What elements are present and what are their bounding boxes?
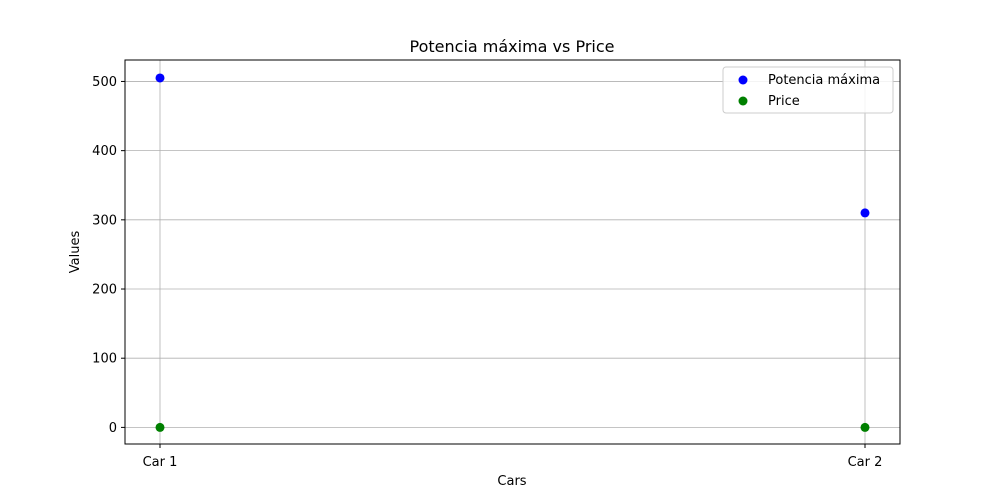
x-axis-label: Cars: [497, 474, 526, 489]
legend: Potencia máxima Price: [722, 66, 894, 114]
legend-label-price: Price: [768, 94, 800, 109]
plot-frame: [124, 59, 901, 445]
ticks-layer: 0 100 200 300 400 500 Car 1 Car 2: [92, 75, 882, 470]
chart-title: Potencia máxima vs Price: [410, 37, 615, 56]
legend-marker-price: [738, 96, 748, 106]
data-point-series-1: [155, 422, 165, 432]
x-tick-label: Car 1: [143, 455, 178, 470]
y-tick-label: 100: [92, 352, 117, 367]
data-point-series-1: [860, 422, 870, 432]
data-point-series-0: [155, 73, 165, 83]
y-tick-label: 0: [109, 421, 117, 436]
legend-box: [722, 66, 894, 114]
y-tick-label: 200: [92, 283, 117, 298]
legend-marker-potencia: [738, 75, 748, 85]
points-layer: [155, 73, 870, 432]
legend-label-potencia: Potencia máxima: [768, 73, 880, 88]
y-tick-label: 500: [92, 75, 117, 90]
y-axis-label: Values: [68, 231, 83, 274]
y-tick-label: 400: [92, 144, 117, 159]
y-tick-label: 300: [92, 213, 117, 228]
x-tick-label: Car 2: [848, 455, 883, 470]
data-point-series-0: [860, 208, 870, 218]
